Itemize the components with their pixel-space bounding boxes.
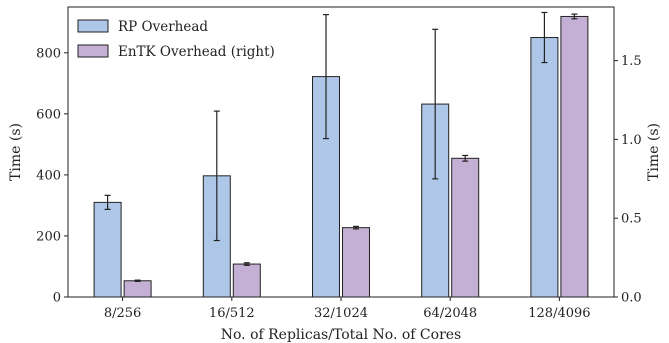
bar-entk-3 [451, 157, 480, 298]
y-tick-label-right: 1.5 [621, 54, 642, 69]
y-tick-label-left: 0 [53, 291, 61, 306]
x-tick-label: 8/256 [104, 306, 141, 321]
error-bar-entk-0 [134, 279, 141, 282]
y-tick-label-right: 0.5 [621, 212, 642, 227]
axis-ticks: 8/256 16/512 32/1024 64/2048 128/4096 0 200 400… [36, 46, 642, 321]
error-bar-entk-1 [243, 262, 250, 266]
bar-rp-0 [93, 201, 122, 298]
error-bar-rp-1 [213, 110, 220, 242]
error-bars [104, 11, 578, 282]
bars [93, 15, 589, 298]
bar-entk-4 [560, 15, 589, 298]
y-axis-label-right: Time (s) [646, 123, 662, 181]
y-tick-label-left: 600 [36, 107, 61, 122]
bar-entk-1 [232, 263, 261, 298]
y-tick-label-left: 200 [36, 229, 61, 244]
y-tick-label-right: 0.0 [621, 291, 642, 306]
error-bar-rp-3 [432, 28, 439, 180]
y-tick-label-left: 800 [36, 46, 61, 61]
bar-entk-2 [342, 227, 370, 298]
bar-entk-0 [123, 280, 152, 298]
bar-rp-4 [530, 37, 559, 298]
error-bar-rp-2 [323, 14, 329, 140]
y-tick-label-left: 400 [36, 168, 61, 183]
x-tick-label: 128/4096 [528, 306, 590, 321]
legend-label-rp-overhead: RP Overhead [118, 19, 208, 35]
error-bar-rp-4 [541, 11, 548, 64]
y-axis-label-left: Time (s) [8, 123, 24, 181]
x-tick-label: 16/512 [209, 306, 255, 321]
error-bar-entk-4 [571, 13, 578, 20]
error-bar-entk-2 [353, 225, 359, 230]
error-bar-rp-0 [104, 194, 111, 210]
y-tick-label-right: 1.0 [621, 133, 642, 148]
legend-swatch-rp-overhead [77, 19, 109, 33]
x-tick-label: 32/1024 [314, 306, 368, 321]
x-tick-label: 64/2048 [423, 306, 477, 321]
legend-swatch-entk-overhead [77, 44, 109, 58]
legend-label-entk-overhead: EnTK Overhead (right) [118, 44, 275, 60]
error-bar-entk-3 [462, 154, 469, 162]
legend: RP Overhead EnTK Overhead (right) [77, 19, 275, 60]
x-axis-label: No. of Replicas/Total No. of Cores [221, 327, 462, 343]
